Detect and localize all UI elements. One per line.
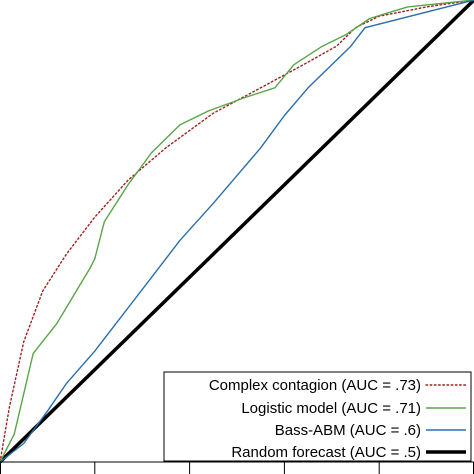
series-2: [0, 0, 474, 463]
legend-box: [163, 371, 472, 462]
legend-label-0: Complex contagion (AUC = .73): [209, 377, 421, 394]
series-layer: [0, 0, 474, 464]
legend: Complex contagion (AUC = .73) Logistic mo…: [163, 371, 472, 462]
legend-label-2: Bass-ABM (AUC = .6): [275, 422, 421, 439]
series-0: [0, 0, 474, 463]
legend-label-3: Random forecast (AUC = .5): [231, 444, 421, 461]
series-line-2: [0, 0, 474, 463]
series-line-1: [0, 0, 474, 463]
axes-layer: [0, 461, 474, 474]
series-line-0: [0, 0, 474, 463]
legend-label-1: Logistic model (AUC = .71): [241, 400, 421, 417]
legend-entries: Complex contagion (AUC = .73) Logistic mo…: [209, 377, 467, 461]
series-1: [0, 0, 474, 463]
series-line-3: [0, 0, 474, 464]
series-3: [0, 0, 474, 464]
